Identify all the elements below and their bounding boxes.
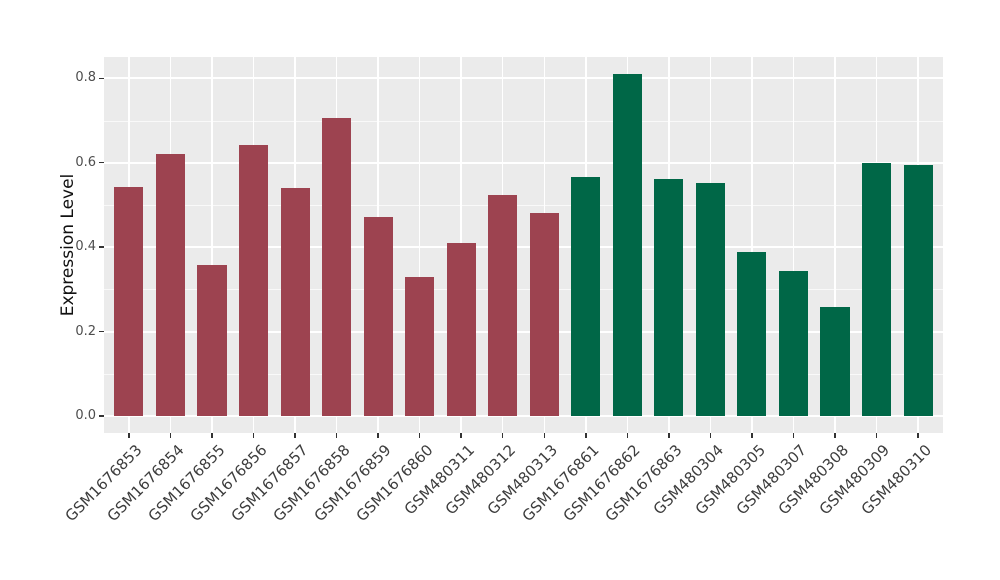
major-gridline xyxy=(104,330,943,333)
x-tick-mark xyxy=(252,433,255,438)
bar-GSM480305 xyxy=(737,251,767,416)
y-tick-mark xyxy=(99,330,104,333)
bar-GSM1676860 xyxy=(405,277,435,416)
bar-GSM480313 xyxy=(529,213,559,416)
x-tick-mark xyxy=(875,433,878,438)
y-tick-label: 0.2 xyxy=(75,323,96,339)
bar-GSM480308 xyxy=(820,306,850,416)
x-tick-mark xyxy=(169,433,172,438)
vertical-gridline xyxy=(211,57,213,433)
bar-GSM480309 xyxy=(862,162,892,416)
x-tick-mark xyxy=(501,433,504,438)
y-tick-label: 0.0 xyxy=(75,407,96,423)
major-gridline xyxy=(104,414,943,417)
bar-GSM480304 xyxy=(695,183,725,416)
vertical-gridline xyxy=(418,57,421,433)
bar-GSM1676863 xyxy=(654,178,684,416)
x-tick-mark xyxy=(668,433,670,438)
y-tick-label: 0.6 xyxy=(75,154,96,170)
x-tick-mark xyxy=(751,433,753,438)
bar-GSM1676858 xyxy=(322,118,352,416)
y-tick-mark xyxy=(99,415,104,417)
major-gridline xyxy=(104,77,943,80)
vertical-gridline xyxy=(834,57,836,433)
major-gridline xyxy=(104,161,943,164)
bar-GSM1676859 xyxy=(363,217,393,416)
x-tick-mark xyxy=(294,433,296,438)
minor-gridline xyxy=(104,204,943,206)
y-tick-label: 0.8 xyxy=(75,70,96,86)
x-tick-mark xyxy=(418,433,421,438)
y-tick-mark xyxy=(99,77,104,80)
x-tick-mark xyxy=(834,433,836,438)
bar-GSM1676856 xyxy=(238,144,269,416)
bar-GSM480310 xyxy=(903,164,933,416)
x-tick-mark xyxy=(543,433,546,438)
minor-gridline xyxy=(104,120,943,122)
x-tick-mark xyxy=(460,433,462,438)
plot-panel xyxy=(104,57,943,433)
y-tick-mark xyxy=(99,161,104,164)
x-tick-mark xyxy=(211,433,213,438)
x-tick-mark xyxy=(335,433,338,438)
vertical-gridline xyxy=(751,57,753,433)
x-tick-mark xyxy=(377,433,379,438)
vertical-gridline xyxy=(792,57,795,433)
bar-GSM480307 xyxy=(778,270,808,416)
bar-GSM1676855 xyxy=(197,264,227,416)
minor-gridline xyxy=(104,373,943,375)
y-tick-mark xyxy=(99,246,104,248)
bar-GSM1676857 xyxy=(280,188,310,416)
major-gridline xyxy=(104,246,943,249)
minor-gridline xyxy=(104,289,943,291)
bar-GSM1676861 xyxy=(571,177,601,416)
bar-GSM480312 xyxy=(488,195,518,416)
x-tick-mark xyxy=(128,433,130,438)
x-tick-mark xyxy=(917,433,919,438)
x-tick-mark xyxy=(585,433,587,438)
x-tick-mark xyxy=(626,433,629,438)
bar-GSM480311 xyxy=(446,242,476,416)
bar-GSM1676862 xyxy=(612,74,642,416)
bar-GSM1676854 xyxy=(155,154,185,416)
y-tick-label: 0.4 xyxy=(75,239,96,255)
bar-GSM1676853 xyxy=(114,187,144,416)
x-tick-mark xyxy=(709,433,712,438)
x-tick-mark xyxy=(792,433,795,438)
